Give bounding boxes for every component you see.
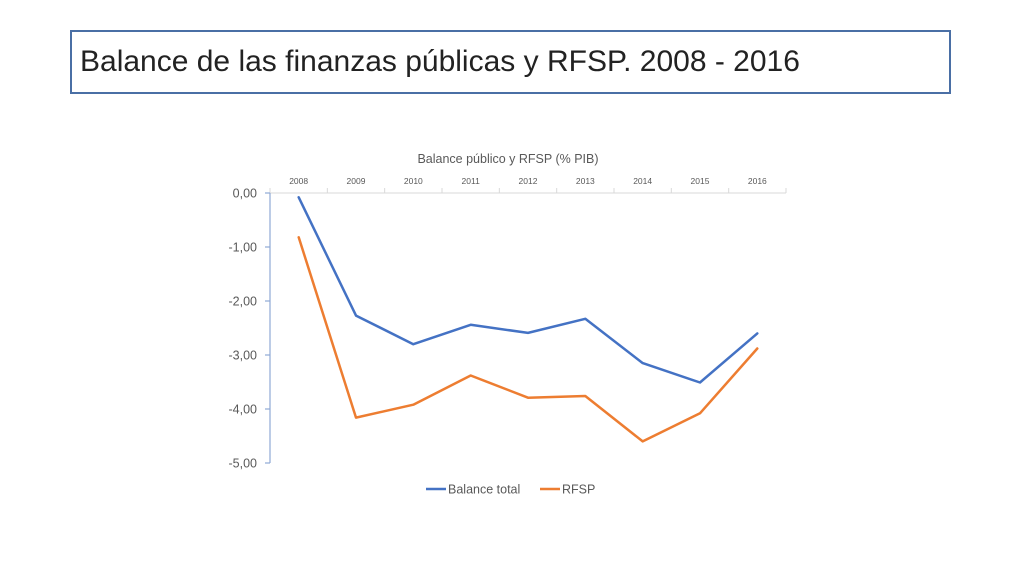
series-line-balance-total [297,196,759,384]
legend-label: Balance total [448,483,520,497]
x-axis: 2008 2009 2010 2011 2012 2013 2014 2015 2016 [269,176,787,194]
x-tick-label: 2015 [691,176,710,186]
legend: Balance total RFSP [426,483,595,497]
y-tick-label: -1,00 [229,241,258,255]
slide-title-box: Balance de las finanzas públicas y RFSP.… [70,30,951,94]
chart-title: Balance público y RFSP (% PIB) [417,152,598,166]
x-tick-label: 2010 [404,176,423,186]
x-tick-label: 2008 [289,176,308,186]
y-tick-label: -2,00 [229,295,258,309]
y-tick-label: -4,00 [229,403,258,417]
y-axis: 0,00 -1,00 -2,00 -3,00 -4,00 -5,00 [229,187,271,471]
series-line-rfsp [297,236,759,443]
y-tick-label: 0,00 [233,187,257,201]
legend-label: RFSP [562,483,595,497]
x-tick-label: 2009 [347,176,366,186]
x-tick-label: 2012 [519,176,538,186]
slide-title: Balance de las finanzas públicas y RFSP.… [80,45,800,78]
y-tick-label: -3,00 [229,349,258,363]
x-tick-label: 2014 [633,176,652,186]
y-tick-label: -5,00 [229,457,258,471]
x-tick-label: 2011 [462,176,481,186]
series-layer [297,196,759,443]
x-tick-label: 2013 [576,176,595,186]
x-tick-label: 2016 [748,176,767,186]
